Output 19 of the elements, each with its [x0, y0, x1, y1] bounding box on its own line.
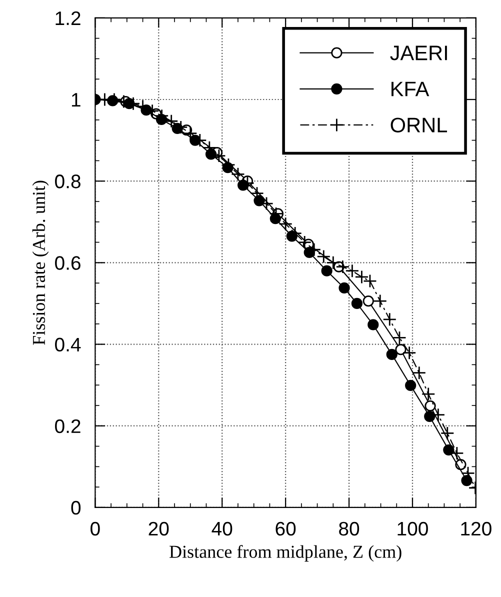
y-tick-label: 0.2 — [55, 419, 80, 434]
y-tick-label: 0.8 — [55, 174, 80, 188]
x-tick-label: 80 — [339, 522, 360, 536]
y-tick-label: 0.6 — [55, 256, 80, 270]
y-axis-title: Fission rate (Arb. unit) — [32, 180, 49, 345]
x-tick-label: 120 — [461, 522, 492, 536]
x-axis-title: Distance from midplane, Z (cm) — [170, 545, 402, 562]
y-tick-label: 1 — [72, 93, 80, 107]
x-tick-label: 60 — [276, 522, 296, 536]
y-tick-label: 0.4 — [55, 338, 81, 352]
x-tick-label: 40 — [212, 522, 232, 536]
legend-label: KFA — [392, 82, 430, 96]
legend-label: ORNL — [390, 118, 448, 132]
y-tick-label: 1.2 — [56, 11, 80, 25]
x-tick-label: 100 — [398, 522, 428, 536]
y-tick-label: 0 — [71, 500, 81, 515]
x-tick-label: 0 — [90, 522, 100, 536]
legend-label: JAERI — [390, 46, 447, 60]
x-tick-label: 20 — [148, 522, 169, 536]
